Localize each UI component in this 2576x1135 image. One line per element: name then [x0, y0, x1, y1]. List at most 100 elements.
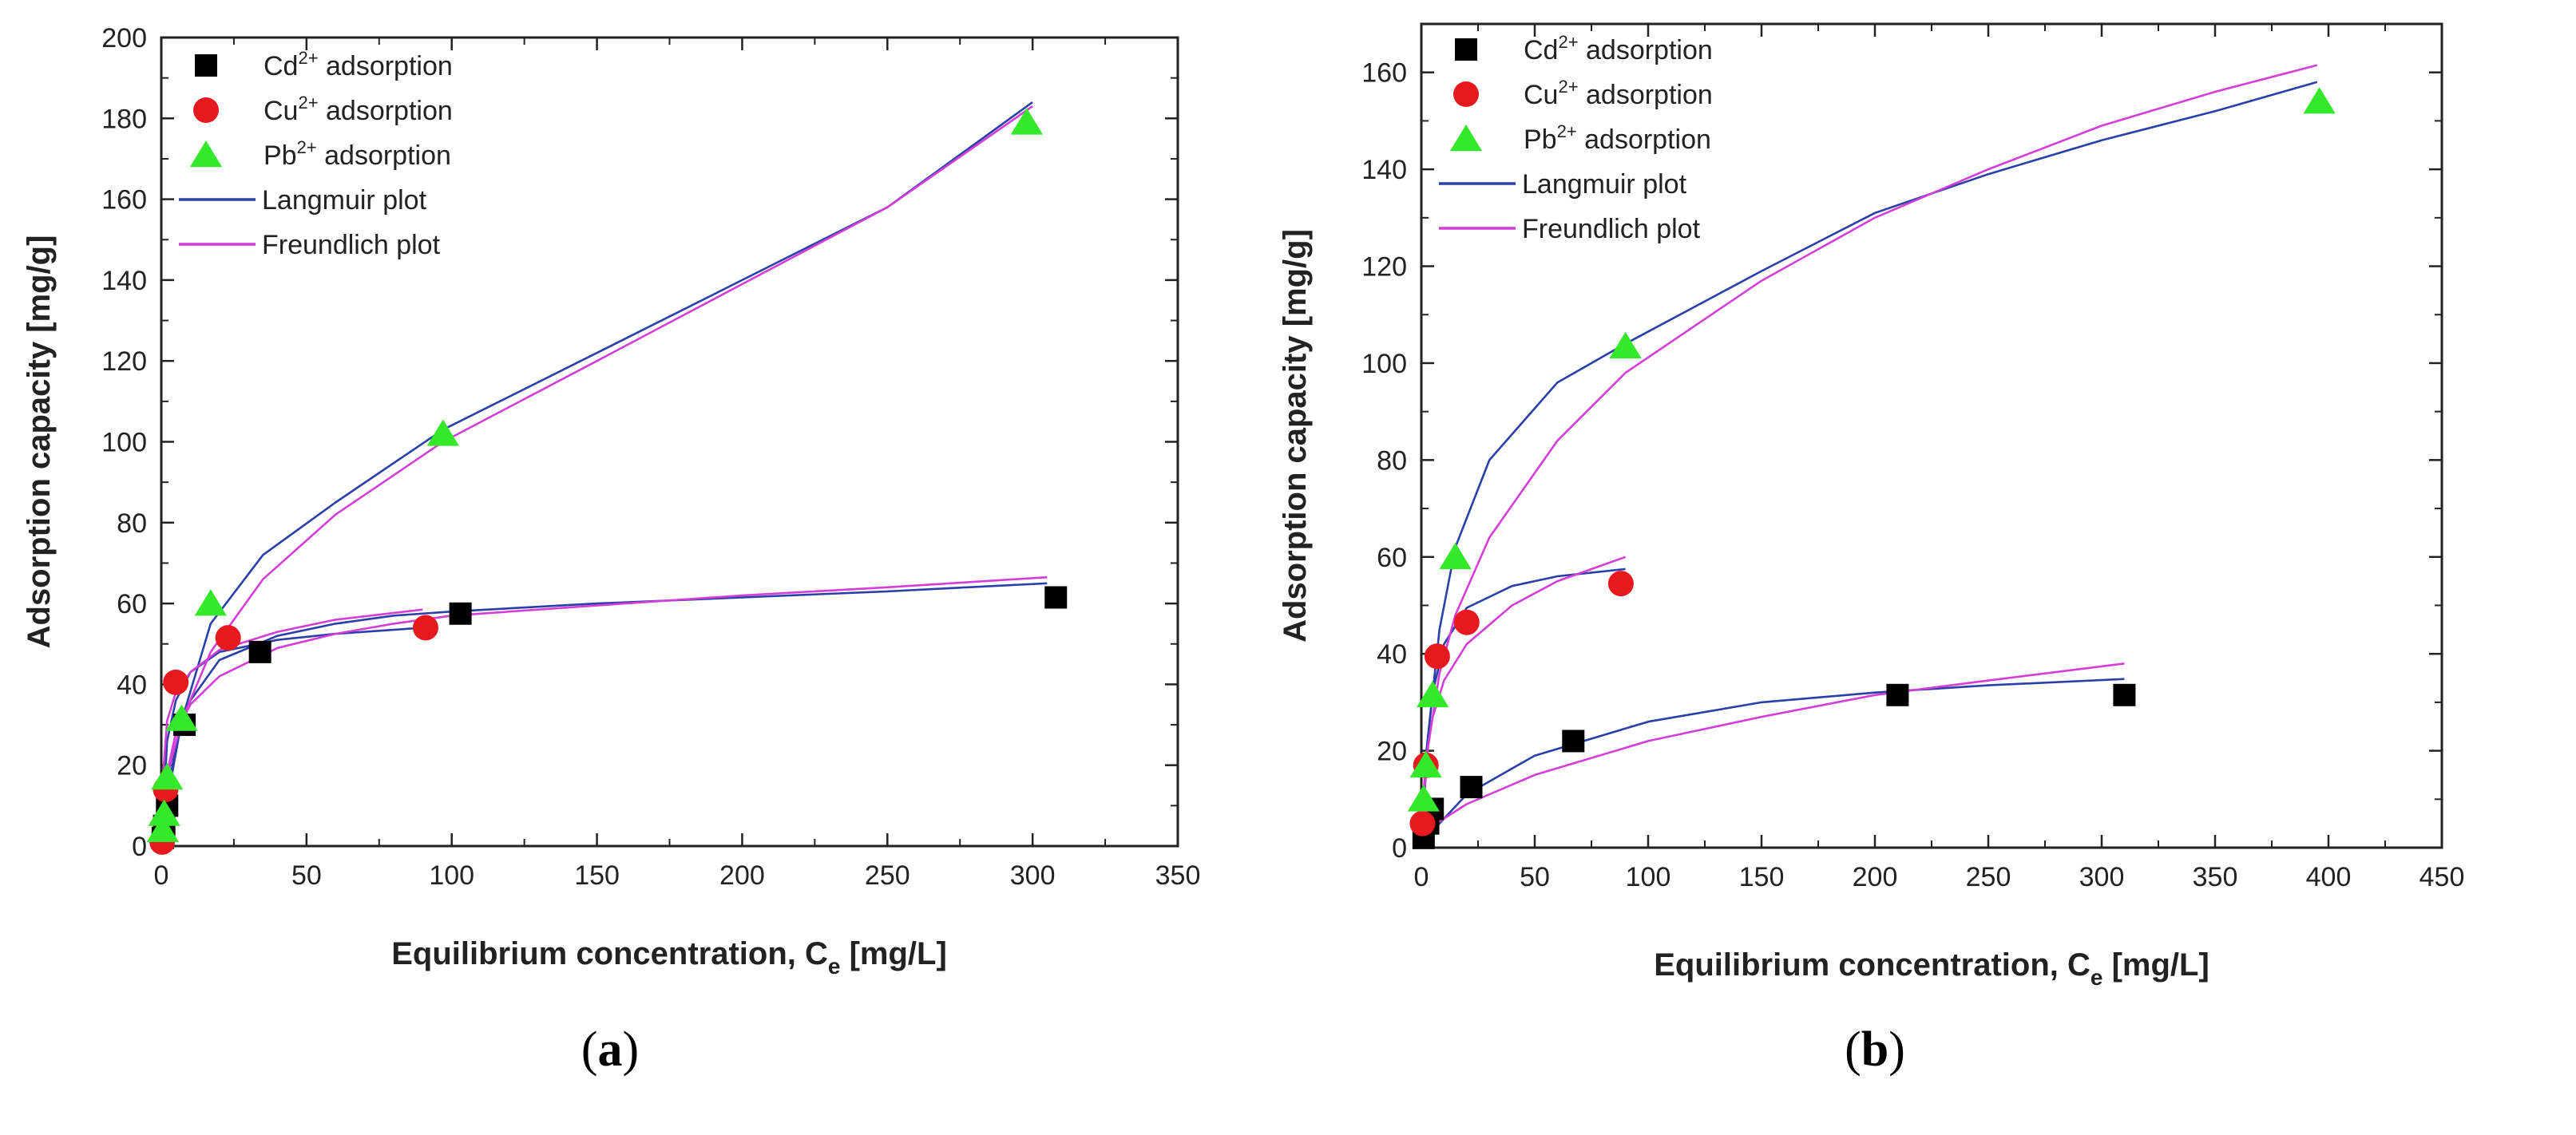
legend-label-langmuir-plot: Langmuir plot — [262, 185, 427, 216]
y-tick-label: 120 — [101, 346, 147, 377]
legend-label-cu: Cu2+ adsorption — [1524, 77, 1713, 110]
x-tick-label: 50 — [1520, 862, 1550, 892]
x-tick-label: 250 — [865, 860, 910, 891]
y-tick-label: 100 — [101, 428, 147, 458]
langmuir-plot-curve — [160, 101, 1033, 847]
legend-label-cd: Cd2+ adsorption — [1524, 32, 1713, 65]
data-point-cu — [1453, 609, 1480, 635]
x-tick-label: 350 — [2193, 862, 2238, 892]
legend-label-cu: Cu2+ adsorption — [264, 93, 453, 126]
legend: Cd2+ adsorption Cu2+ adsorption Pb2+ adsor… — [179, 48, 453, 260]
data-point-pb — [1439, 542, 1472, 570]
x-tick-label: 250 — [1966, 862, 2011, 892]
legend-marker-cu — [1453, 81, 1479, 107]
x-tick-label: 50 — [291, 860, 322, 891]
freundlich-plot-curve — [161, 608, 423, 786]
legend-marker-cd — [195, 54, 217, 77]
x-axis-title: Equilibrium concentration, Ce [mg/L] — [391, 936, 947, 979]
y-tick-label: 160 — [101, 185, 147, 216]
panel-label: (b) — [1845, 1022, 1905, 1077]
y-tick-label: 80 — [1377, 445, 1407, 476]
data-point-pb — [1407, 785, 1440, 812]
y-tick-label: 100 — [1361, 349, 1407, 379]
x-tick-label: 300 — [2079, 862, 2125, 892]
legend-marker-cd — [1455, 38, 1477, 61]
legend-label-pb: Pb2+ adsorption — [1524, 121, 1711, 155]
data-point-cu — [215, 625, 241, 651]
chart-panel-b: 0 50 100 150 200 250 300 350 400 450 0 20 40 60 80 100 1… — [1278, 22, 2465, 1077]
data-point-cd — [1886, 683, 1909, 706]
freundlich-plot-curve — [1422, 64, 2318, 800]
langmuir-plot-curve — [1420, 568, 1626, 848]
data-point-cd — [1562, 730, 1585, 753]
langmuir-plot-curve — [160, 582, 1048, 847]
x-tick-label: 300 — [1010, 860, 1056, 891]
data-point-cd — [2113, 683, 2136, 706]
data-point-cu — [163, 669, 189, 695]
x-tick-label: 350 — [1155, 860, 1201, 891]
legend-marker-pb — [1449, 125, 1483, 152]
x-tick-label: 150 — [1739, 862, 1785, 892]
data-point-pb — [148, 799, 180, 826]
x-tick-label: 400 — [2306, 862, 2352, 892]
data-point-cd — [248, 640, 271, 663]
y-tick-label: 40 — [1377, 639, 1407, 670]
data-point-pb — [146, 815, 179, 843]
langmuir-plot-curve — [1420, 678, 2125, 848]
data-point-pb — [151, 762, 184, 790]
data-point-cu — [1607, 571, 1634, 597]
y-tick-label: 40 — [117, 670, 147, 700]
legend-marker-pb — [189, 140, 223, 168]
y-tick-label: 140 — [1361, 155, 1407, 185]
legend-label-langmuir-plot: Langmuir plot — [1522, 169, 1687, 200]
plot-frame — [1420, 22, 2443, 849]
data-point-cu — [412, 615, 438, 641]
data-point-cu — [1409, 810, 1436, 836]
y-tick-label: 160 — [1361, 58, 1407, 89]
plot-frame — [160, 36, 1179, 848]
x-tick-label: 150 — [574, 860, 620, 891]
x-tick-label: 200 — [1853, 862, 1898, 892]
y-tick-label: 20 — [117, 751, 147, 781]
y-tick-label: 60 — [1377, 543, 1407, 573]
x-tick-label: 100 — [1626, 862, 1671, 892]
data-point-pb — [2303, 87, 2336, 114]
data-point-pb — [1409, 750, 1442, 778]
y-tick-label: 0 — [1392, 833, 1407, 864]
data-point-cd — [1460, 776, 1483, 799]
freundlich-plot-curve — [1421, 556, 1627, 809]
chart-panel-a: 0 50 100 150 200 250 300 350 0 20 40 60 80 100 120 140 1… — [22, 23, 1200, 1077]
legend-label-pb: Pb2+ adsorption — [264, 137, 451, 171]
y-tick-label: 200 — [101, 23, 147, 53]
x-tick-label: 450 — [2419, 862, 2465, 892]
data-point-pb — [426, 419, 459, 446]
x-tick-label: 0 — [1414, 862, 1429, 892]
y-axis-title: Adsorption capacity [mg/g] — [1278, 229, 1313, 643]
y-tick-label: 80 — [117, 508, 147, 539]
x-tick-label: 100 — [429, 860, 474, 891]
x-tick-label: 0 — [154, 860, 169, 891]
data-point-cd — [1044, 586, 1068, 609]
y-axis-title: Adsorption capacity [mg/g] — [22, 235, 57, 649]
data-point-pb — [1417, 680, 1449, 708]
data-point-pb — [194, 589, 227, 616]
y-tick-label: 140 — [101, 266, 147, 296]
data-point-cu — [1424, 643, 1450, 670]
legend-marker-cu — [193, 97, 219, 123]
data-point-pb — [1010, 108, 1044, 135]
legend-label-freundlich-plot: Freundlich plot — [262, 230, 441, 260]
y-tick-label: 60 — [117, 589, 147, 619]
y-tick-label: 20 — [1377, 737, 1407, 767]
y-tick-label: 180 — [101, 104, 147, 134]
legend: Cd2+ adsorption Cu2+ adsorption Pb2+ adsor… — [1439, 32, 1713, 244]
x-tick-label: 200 — [719, 860, 765, 891]
data-point-pb — [1609, 331, 1642, 358]
data-point-pb — [165, 704, 198, 731]
legend-label-freundlich-plot: Freundlich plot — [1522, 214, 1701, 244]
legend-label-cd: Cd2+ adsorption — [264, 48, 453, 81]
y-tick-label: 120 — [1361, 252, 1407, 283]
freundlich-plot-curve — [1422, 662, 2125, 839]
data-point-cd — [449, 602, 472, 625]
